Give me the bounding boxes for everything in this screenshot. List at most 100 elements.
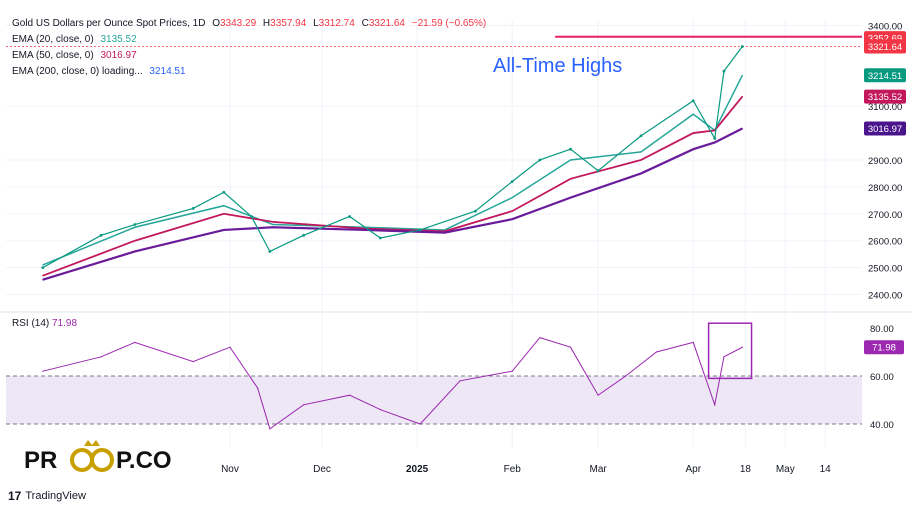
indicator-ema50-label: EMA (50, close, 0) — [12, 50, 94, 61]
price-badge-label: 3214.51 — [868, 71, 902, 82]
time-tick-label: Feb — [504, 464, 522, 475]
series-point-0 — [223, 205, 225, 207]
price-tick-label: 2500.00 — [868, 264, 902, 275]
price-tick-label: 2800.00 — [868, 183, 902, 194]
series-point-3 — [418, 228, 422, 232]
rsi-point — [419, 423, 421, 425]
series-point-2 — [741, 127, 743, 130]
price-tick-label: 3400.00 — [868, 21, 902, 32]
time-tick-label: Dec — [313, 464, 331, 475]
rsi-point — [655, 351, 658, 353]
legend: Gold US Dollars per Ounce Spot Prices, 1… — [12, 16, 490, 80]
indicator-ema200-label: EMA (200, close, 0) loading... — [12, 66, 143, 77]
rsi-point — [625, 375, 627, 377]
rsi-band — [6, 376, 862, 424]
series-point-3 — [713, 137, 717, 140]
series-line-2 — [42, 127, 743, 281]
brand-logo: PR P.CO — [24, 440, 184, 476]
ohlc-open: 3343.29 — [219, 18, 257, 29]
series-point-3 — [722, 69, 726, 73]
rsi-point — [192, 361, 194, 363]
rsi-badge-label: 71.98 — [872, 343, 896, 354]
series-point-3 — [691, 99, 695, 103]
series-point-0 — [640, 151, 642, 153]
series-point-3 — [378, 236, 382, 240]
series-point-3 — [191, 207, 195, 210]
series-point-3 — [510, 180, 514, 183]
price-tick-label: 2900.00 — [868, 156, 902, 167]
series-point-0 — [444, 229, 446, 231]
tradingview-footer[interactable]: 17 TradingView — [8, 489, 86, 503]
series-point-3 — [639, 134, 643, 138]
rsi-point — [303, 404, 305, 406]
time-tick-label: 2025 — [406, 464, 429, 475]
series-point-2 — [444, 232, 446, 234]
series-point-3 — [250, 215, 253, 218]
rsi-point — [723, 356, 725, 358]
rsi-point — [269, 428, 271, 430]
ohlc-high-label: H — [262, 18, 271, 29]
price-tick-label: 3100.00 — [868, 102, 902, 113]
indicator-ema200-value: 3214.51 — [149, 66, 186, 77]
series-point-2 — [714, 141, 716, 144]
series-point-1 — [640, 159, 642, 161]
rsi-point — [692, 341, 694, 343]
rsi-pane — [6, 322, 862, 430]
price-badge-box — [864, 121, 906, 136]
series-point-2 — [134, 250, 136, 253]
rsi-point — [379, 409, 381, 411]
rsi-point — [741, 346, 743, 348]
price-badge: 3214.51 — [864, 68, 906, 83]
ohlc-close: 3321.64 — [368, 18, 405, 29]
rsi-point — [100, 356, 102, 358]
brand-logo-text-right: P.CO — [116, 447, 172, 474]
price-badge: 3321.64 — [864, 39, 906, 54]
ohlc-low: 3312.74 — [318, 18, 355, 29]
ohlc-low-label: L — [313, 18, 319, 29]
price-badge-label: 3135.52 — [868, 92, 902, 103]
series-point-3 — [268, 250, 272, 253]
tradingview-logo-icon: 17 — [8, 489, 22, 503]
indicator-ema50[interactable]: EMA (50, close, 0) 3016.97 — [12, 48, 490, 64]
series-point-2 — [223, 229, 225, 231]
indicator-ema200[interactable]: EMA (200, close, 0) loading... 3214.51 — [12, 64, 490, 80]
series-point-0 — [692, 113, 694, 115]
rsi-label: RSI (14) — [12, 318, 50, 329]
series-point-3 — [740, 45, 744, 48]
ohlc-close-label: C — [361, 18, 369, 29]
series-point-0 — [569, 159, 572, 161]
series-point-3 — [348, 215, 352, 218]
series-point-1 — [134, 240, 136, 242]
rsi-badge — [864, 340, 904, 355]
indicator-ema20[interactable]: EMA (20, close, 0) 3135.52 — [12, 32, 490, 48]
series-point-1 — [42, 275, 44, 277]
series-point-3 — [596, 169, 600, 173]
rsi-tick-label: 60.00 — [870, 372, 894, 383]
series-point-0 — [741, 74, 743, 76]
rsi-tick-label: 40.00 — [870, 420, 894, 431]
price-tick-label: 2700.00 — [868, 210, 902, 221]
series-line-1 — [42, 96, 744, 277]
series-point-1 — [511, 210, 513, 212]
rsi-legend[interactable]: RSI (14) 71.98 — [12, 318, 77, 329]
indicator-ema20-value: 3135.52 — [100, 34, 137, 45]
series-point-0 — [511, 197, 513, 199]
series-point-1 — [272, 221, 274, 223]
price-badge-box — [864, 89, 906, 104]
series-point-3 — [41, 266, 45, 270]
rsi-point — [597, 394, 599, 396]
series-point-1 — [569, 178, 572, 180]
rsi-point — [256, 387, 259, 389]
rsi-point — [539, 337, 541, 339]
rsi-point — [459, 380, 461, 382]
series-point-1 — [223, 213, 225, 215]
ohlc-open-label: O — [212, 18, 220, 29]
price-pane — [6, 35, 862, 281]
series-point-2 — [569, 197, 572, 199]
series-point-3 — [474, 209, 477, 213]
rsi-highlight-box — [707, 322, 753, 380]
series-point-2 — [640, 172, 642, 175]
rsi-point — [714, 404, 716, 406]
